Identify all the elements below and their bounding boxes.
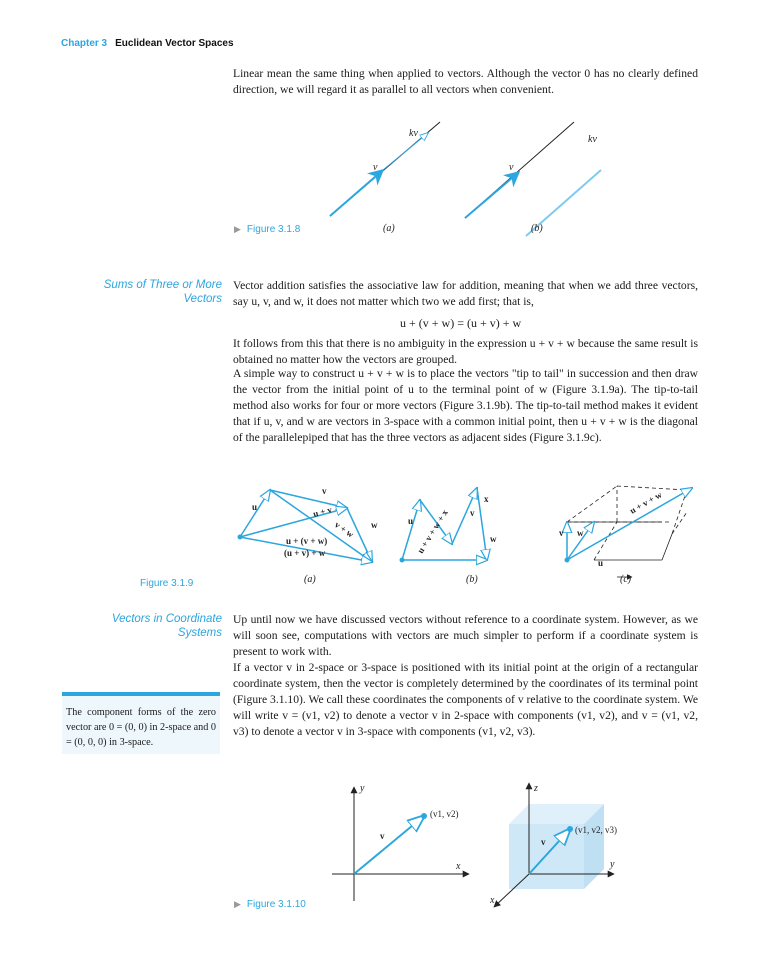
- figure-3-1-9: u v w u + v v + w u + (v + w) (u + v) + …: [237, 482, 700, 585]
- section-header-coordinates: Vectors in Coordinate Systems: [87, 612, 222, 640]
- label-uvwx: u + v + w + x: [415, 507, 450, 555]
- label-v-2d: v: [380, 831, 385, 841]
- vector-kv-a: [382, 133, 428, 171]
- vector-v-b: [464, 170, 521, 219]
- label-u-plus-vw: u + (v + w): [286, 536, 327, 546]
- label-u-plus-v: u + v: [312, 504, 334, 519]
- subcaption-c: (c): [620, 574, 632, 585]
- section-header-line2: Systems: [177, 627, 222, 639]
- figure-3-1-8-caption: ▶ Figure 3.1.8: [234, 224, 301, 235]
- paragraph-1: Linear mean the same thing when applied …: [233, 67, 698, 96]
- label-v-c: v: [559, 528, 564, 538]
- figure-3-1-9-caption: Figure 3.1.9: [140, 578, 194, 589]
- page-header: Chapter 3 Euclidean Vector Spaces: [61, 37, 234, 50]
- section-header-three-or-more: Sums of Three or More Vectors: [87, 278, 222, 306]
- label-uv-plus-w: (u + v) + w: [284, 548, 326, 558]
- label-v-a: v: [373, 162, 378, 173]
- label-u-c: u: [598, 558, 603, 568]
- axis-y-3d: y: [609, 859, 615, 870]
- figure-3-1-10-caption: ▶ Figure 3.1.10: [234, 899, 306, 910]
- label-v-b: v: [509, 162, 514, 173]
- margin-note-zero-vector: The component forms of the zero vector a…: [62, 692, 220, 754]
- subcaption-a: (a): [304, 574, 316, 585]
- chapter-label: Chapter 3: [61, 38, 108, 49]
- label-v-b: v: [470, 508, 475, 518]
- vector-kv-b: [525, 169, 602, 237]
- subcaption-b: (b): [531, 223, 543, 234]
- label-u-a: u: [252, 502, 257, 512]
- point-2d: (v1, v2): [430, 809, 459, 819]
- caption-triangle-icon: ▶: [234, 899, 241, 909]
- paragraph-4: A simple way to construct u + v + w is t…: [233, 367, 698, 444]
- figure-3-1-8: kv v (a) kv v (b): [329, 121, 602, 237]
- subcaption-b: (b): [466, 574, 478, 585]
- label-kv-b: kv: [588, 134, 597, 145]
- axis-y-2d: y: [359, 783, 365, 794]
- label-w-c: w: [577, 528, 584, 538]
- label-w-b: w: [490, 534, 497, 544]
- section-header-line1: Vectors in Coordinate: [111, 613, 222, 625]
- paragraph-5: Up until now we have discussed vectors w…: [233, 613, 698, 658]
- caption-triangle-icon: ▶: [234, 224, 241, 234]
- label-w-a: w: [371, 520, 378, 530]
- label-x-b: x: [484, 494, 489, 504]
- point-3d: (v1, v2, v3): [575, 825, 617, 835]
- label-v-3d: v: [541, 837, 546, 847]
- vector-v-a: [329, 168, 385, 217]
- axis-x-3d: x: [489, 895, 495, 906]
- label-kv-a: kv: [409, 128, 418, 139]
- axis-x-2d: x: [455, 861, 461, 872]
- figure-3-1-10: y x v (v1, v2) z y x v (v1, v2, v3): [332, 782, 617, 908]
- paragraph-2: Vector addition satisfies the associativ…: [233, 279, 698, 308]
- equation-associative: u + (v + w) = (u + v) + w: [400, 316, 522, 330]
- chapter-title: Euclidean Vector Spaces: [115, 38, 234, 49]
- section-header-line2: Vectors: [183, 293, 222, 305]
- label-v-a: v: [322, 486, 327, 496]
- section-header-line1: Sums of Three or More: [103, 279, 222, 291]
- paragraph-3: It follows from this that there is no am…: [233, 337, 698, 366]
- axis-z-3d: z: [533, 783, 538, 794]
- paragraph-6: If a vector v in 2-space or 3-space is p…: [233, 661, 698, 738]
- label-uvw: u + v + w: [628, 489, 664, 516]
- label-u-b: u: [408, 516, 413, 526]
- subcaption-a: (a): [383, 223, 395, 234]
